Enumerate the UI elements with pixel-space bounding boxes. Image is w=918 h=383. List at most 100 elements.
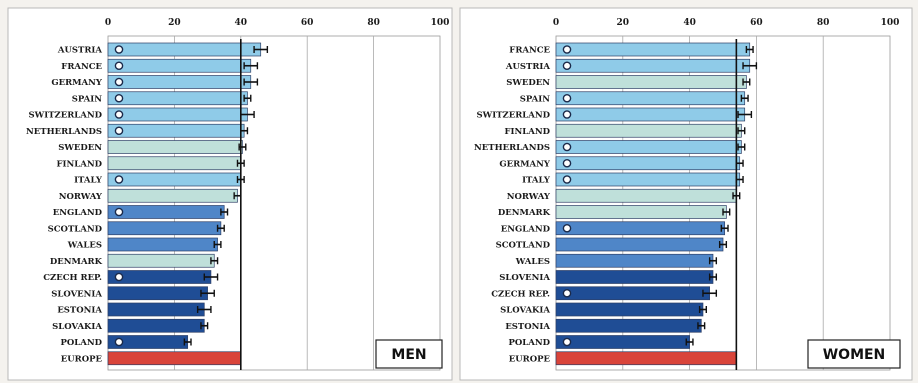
- bar: [107, 188, 238, 203]
- category-label: DENMARK: [498, 208, 551, 218]
- bar: [107, 237, 218, 252]
- category-label: NORWAY: [507, 192, 551, 202]
- category-label: DENMARK: [50, 257, 103, 267]
- marker-dot: [114, 207, 124, 217]
- marker-dot: [114, 272, 124, 282]
- bar: [555, 351, 737, 366]
- marker-dot: [562, 175, 572, 184]
- bar: [555, 188, 737, 203]
- x-tick-label: 60: [301, 18, 314, 28]
- category-label: ENGLAND: [501, 224, 551, 234]
- bar: [107, 286, 208, 301]
- category-label: FINLAND: [505, 127, 551, 137]
- marker-dot: [114, 61, 124, 71]
- marker-dot: [562, 93, 572, 103]
- category-label: AUSTRIA: [57, 46, 103, 56]
- bar: [107, 221, 222, 236]
- x-tick-label: 80: [817, 18, 830, 28]
- x-tick-label: 60: [750, 18, 763, 28]
- x-tick-label: 40: [235, 18, 248, 28]
- category-label: ESTONIA: [57, 306, 102, 316]
- x-tick-label: 100: [431, 18, 450, 28]
- category-label: POLAND: [60, 338, 102, 348]
- bar: [555, 140, 742, 154]
- category-label: FRANCE: [509, 46, 550, 56]
- category-label: GERMANY: [51, 78, 103, 88]
- bar: [107, 58, 252, 73]
- x-tick-label: 20: [617, 18, 630, 28]
- marker-dot: [562, 288, 572, 298]
- category-label: SPAIN: [72, 94, 102, 104]
- bar: [107, 91, 248, 106]
- bar: [555, 42, 751, 57]
- panel-label-box: [375, 339, 443, 369]
- marker-dot: [562, 110, 572, 119]
- men-panel: 0 20 40 60 80 100 AUSTRIA FRANCE GERMANY SPAIN SWI…: [7, 7, 453, 381]
- marker-dot: [114, 110, 124, 119]
- marker-dot: [114, 93, 124, 103]
- bar: [555, 221, 726, 236]
- category-label: NETHERLANDS: [26, 127, 102, 137]
- marker-dot: [562, 158, 572, 168]
- women-panel: 0 20 40 60 80 100 FRANCE AUSTRIA SWEDEN SPAIN SWIT…: [459, 7, 913, 381]
- bar: [107, 107, 248, 122]
- category-label: GERMANY: [499, 159, 551, 169]
- x-tick-label: 100: [881, 18, 900, 28]
- marker-dot: [562, 337, 572, 347]
- category-label: WALES: [67, 241, 102, 251]
- category-label: NETHERLANDS: [474, 143, 550, 153]
- category-label: SCOTLAND: [48, 224, 103, 234]
- bar: [555, 58, 751, 73]
- bar: [555, 107, 746, 122]
- category-label: ENGLAND: [53, 208, 103, 218]
- category-label: FRANCE: [61, 62, 102, 72]
- panel-label-box: [807, 339, 901, 369]
- category-label: POLAND: [508, 338, 550, 348]
- bar: [107, 205, 225, 219]
- category-label: SLOVENIA: [51, 289, 102, 299]
- bar: [107, 318, 205, 333]
- category-label: SLOVENIA: [499, 273, 550, 283]
- category-label: ITALY: [74, 176, 103, 186]
- category-label: FINLAND: [57, 159, 103, 169]
- x-tick-label: 80: [367, 18, 380, 28]
- category-label: ESTONIA: [505, 322, 550, 332]
- x-tick-label: 0: [105, 18, 111, 28]
- category-label: SWITZERLAND: [29, 111, 103, 121]
- category-label: EUROPE: [61, 354, 103, 364]
- marker-dot: [114, 337, 124, 347]
- bar: [555, 253, 714, 268]
- bar: [555, 270, 714, 284]
- bar: [555, 318, 702, 333]
- marker-dot: [114, 77, 124, 87]
- category-label: SLOVAKIA: [52, 322, 102, 332]
- category-label: ITALY: [522, 176, 551, 186]
- x-tick-label: 20: [168, 18, 181, 28]
- bar: [555, 335, 690, 349]
- bar: [555, 205, 727, 219]
- category-label: CZECH REP.: [43, 273, 102, 283]
- panel-label: WOMEN: [823, 347, 886, 363]
- category-label: SWITZERLAND: [477, 111, 551, 121]
- bar: [107, 253, 215, 268]
- x-tick-label: 40: [683, 18, 696, 28]
- bar: [107, 302, 205, 317]
- bar: [107, 172, 242, 187]
- bar: [107, 156, 242, 171]
- panel-label: MEN: [391, 347, 426, 363]
- marker-dot: [562, 223, 572, 233]
- category-label: AUSTRIA: [505, 62, 551, 72]
- bar: [555, 156, 741, 171]
- bar: [107, 123, 245, 138]
- bar: [555, 302, 704, 317]
- x-tick-label: 0: [553, 18, 559, 28]
- category-label: EUROPE: [509, 354, 551, 364]
- marker-dot: [562, 45, 572, 54]
- marker-dot: [114, 175, 124, 184]
- bar: [555, 75, 747, 89]
- marker-dot: [562, 61, 572, 71]
- bar: [555, 286, 710, 301]
- category-label: NORWAY: [59, 192, 103, 202]
- bar: [107, 270, 212, 284]
